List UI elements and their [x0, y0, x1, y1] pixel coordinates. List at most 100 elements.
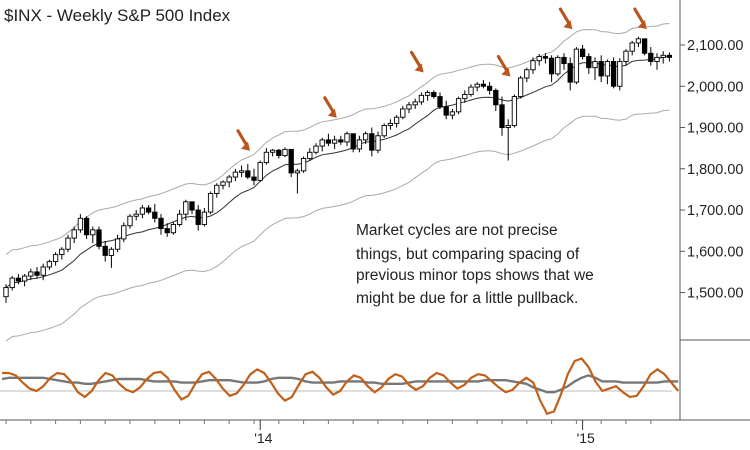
candle	[617, 58, 623, 91]
candle	[90, 226, 96, 244]
candle-body	[381, 125, 387, 137]
candle	[114, 234, 121, 253]
candle	[623, 49, 629, 66]
candle	[251, 168, 257, 186]
candle	[108, 247, 115, 268]
candle	[34, 266, 40, 279]
candle-body	[586, 56, 592, 69]
candle-body	[517, 77, 524, 98]
candle	[486, 82, 493, 95]
y-tick-label: 1,600.00	[687, 244, 743, 260]
lower-envelope-line	[5, 109, 670, 342]
candle	[133, 210, 139, 221]
candle	[654, 53, 660, 70]
candle	[536, 54, 542, 66]
candle-body	[486, 85, 493, 91]
candle	[592, 57, 598, 81]
candle	[387, 119, 394, 130]
candle-body	[524, 69, 530, 79]
candle-body	[455, 98, 462, 113]
top-arrow-head	[241, 141, 250, 151]
candle	[245, 163, 251, 180]
candle	[195, 205, 201, 231]
candle-body	[15, 277, 22, 282]
candle-body	[102, 245, 108, 256]
candle	[232, 168, 239, 182]
candle	[449, 108, 456, 120]
candle-body	[567, 63, 573, 83]
candle-body	[269, 149, 276, 153]
candle	[40, 263, 46, 281]
candle-body	[21, 275, 28, 282]
candle-body	[449, 111, 456, 116]
candle-body	[189, 201, 195, 211]
candle	[282, 147, 288, 158]
candle	[59, 247, 65, 260]
annotation-line-2: things, but comparing spacing of	[356, 246, 580, 263]
candle-body	[393, 116, 400, 124]
candle	[28, 268, 34, 281]
y-tick-label: 2,100.00	[687, 38, 743, 54]
candle-body	[9, 277, 15, 289]
candle	[524, 67, 530, 83]
candle-body	[598, 61, 604, 77]
candle	[648, 47, 654, 66]
candle-body	[579, 48, 586, 58]
candle-body	[52, 254, 59, 263]
candle-body	[573, 48, 580, 83]
candle-body	[313, 145, 319, 153]
candle-body	[369, 133, 375, 151]
oscillator-fast-line	[2, 357, 680, 416]
candle	[139, 205, 146, 219]
candle	[474, 82, 480, 92]
candle	[629, 40, 635, 56]
candle-body	[331, 139, 338, 144]
date-axis: '14 '15	[5, 420, 652, 446]
candle-body	[660, 54, 666, 58]
top-arrow	[558, 7, 573, 30]
candle	[499, 96, 505, 136]
candle	[561, 53, 567, 70]
candle-body	[400, 108, 406, 118]
candle	[443, 100, 449, 120]
candle-body	[480, 83, 487, 87]
y-tick-label: 1,900.00	[687, 121, 743, 137]
candle-body	[356, 139, 363, 150]
candle-body	[629, 42, 635, 52]
candle	[493, 88, 499, 112]
candle-body	[71, 229, 77, 239]
candle-body	[437, 96, 443, 108]
y-tick-label: 1,800.00	[687, 162, 743, 178]
top-arrow-head	[414, 63, 424, 73]
candle-body	[561, 56, 567, 65]
candle-body	[654, 56, 660, 62]
candle	[263, 148, 270, 165]
candle	[579, 45, 586, 60]
candle	[418, 92, 425, 105]
top-arrow-shaft	[496, 54, 509, 74]
candle	[393, 115, 400, 128]
candle	[542, 53, 549, 64]
candle-body	[170, 224, 177, 234]
candle-body	[201, 211, 208, 225]
candle-body	[424, 91, 431, 96]
candle-body	[257, 162, 263, 181]
candle-body	[96, 229, 102, 247]
candle	[170, 222, 177, 235]
chart-title: $INX - Weekly S&P 500 Index	[4, 6, 231, 25]
candle-body	[412, 101, 418, 106]
candle-body	[375, 135, 381, 151]
candle-body	[214, 184, 220, 194]
candle-body	[387, 122, 394, 126]
candle	[480, 80, 487, 89]
candle	[145, 205, 152, 215]
candle	[276, 148, 282, 159]
top-arrow-shaft	[410, 50, 423, 69]
candle	[319, 137, 325, 152]
candle-body	[226, 176, 232, 183]
candle-body	[114, 238, 121, 250]
price-candles	[3, 36, 673, 303]
candle	[604, 59, 611, 85]
candle	[201, 207, 208, 227]
candle-body	[139, 207, 146, 215]
